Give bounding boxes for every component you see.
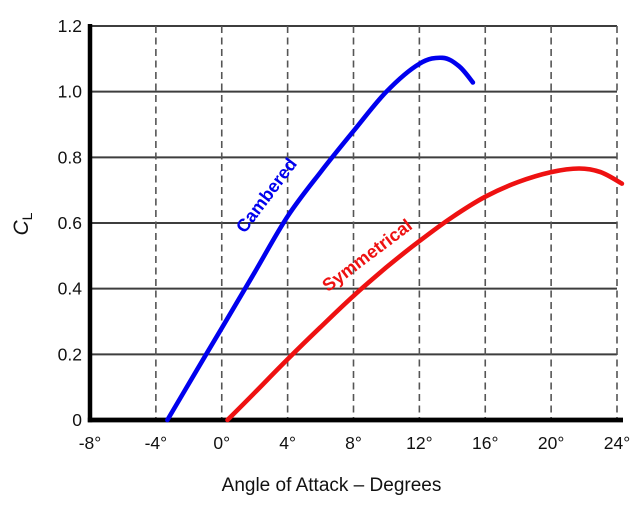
x-tick-label: 12° <box>406 433 432 453</box>
y-axis-title: CL <box>10 212 35 235</box>
y-tick-label: 0 <box>72 410 82 430</box>
y-tick-label: 1.0 <box>58 82 83 102</box>
cambered-curve-label: Cambered <box>232 154 301 236</box>
x-tick-label: 0° <box>213 433 230 453</box>
y-tick-label: 0.4 <box>58 279 83 299</box>
x-tick-label: 4° <box>279 433 296 453</box>
y-tick-label: 0.6 <box>58 213 82 233</box>
x-tick-label: 24° <box>604 433 630 453</box>
x-tick-label: 20° <box>538 433 564 453</box>
x-tick-label: -8° <box>79 433 102 453</box>
cambered-curve <box>165 55 476 423</box>
y-tick-label: 0.8 <box>58 147 82 167</box>
x-axis-title: Angle of Attack – Degrees <box>222 475 442 496</box>
symmetrical-curve <box>225 166 625 423</box>
y-tick-label: 0.2 <box>58 344 82 364</box>
x-tick-label: -4° <box>145 433 168 453</box>
x-tick-label: 16° <box>472 433 498 453</box>
x-tick-label: 8° <box>345 433 362 453</box>
y-tick-label: 1.2 <box>58 16 82 36</box>
